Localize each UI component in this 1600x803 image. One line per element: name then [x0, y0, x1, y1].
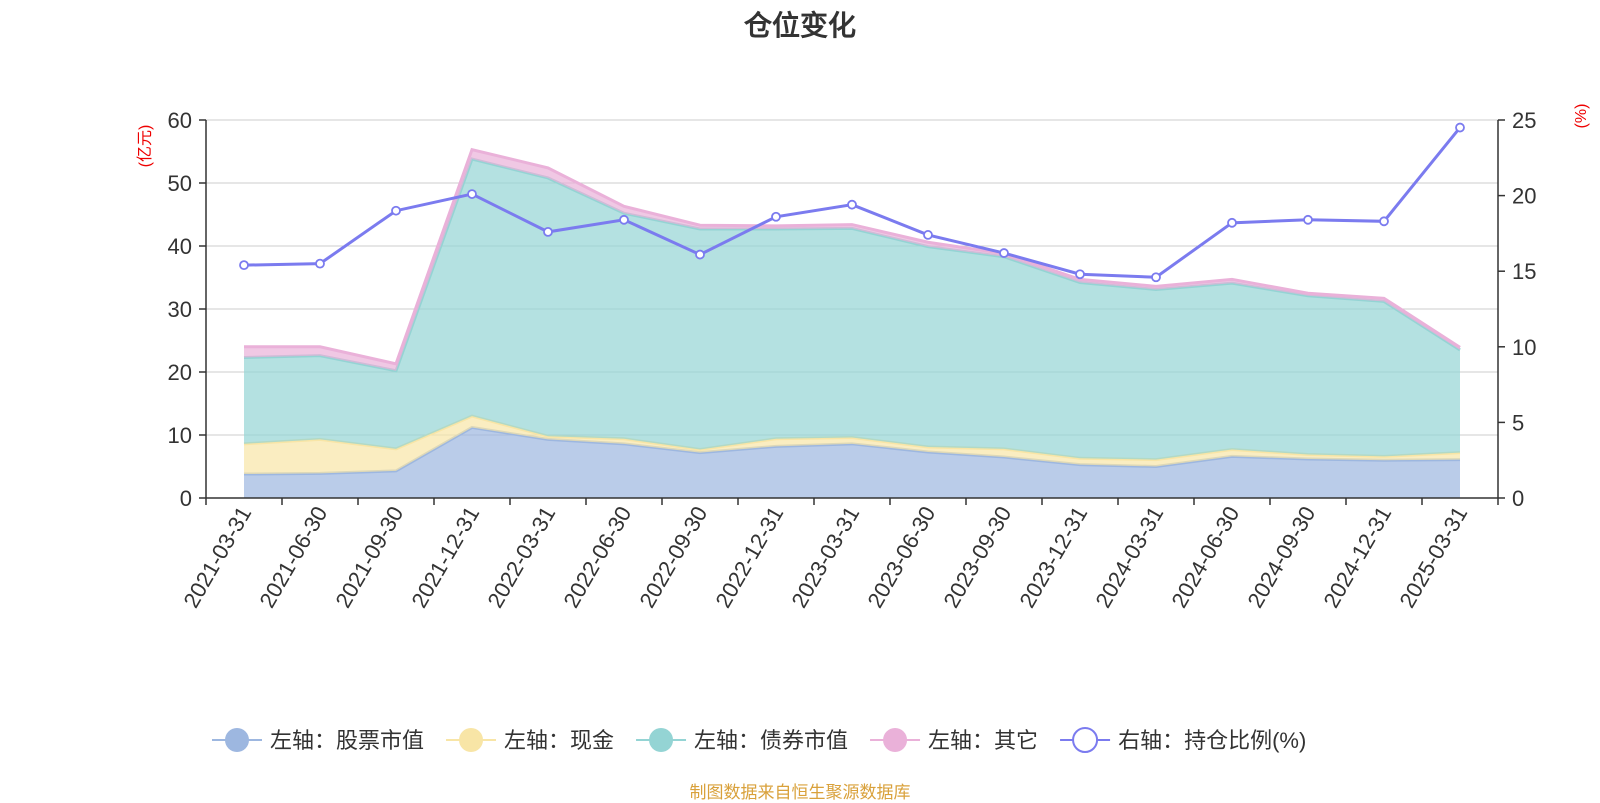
right-tick-label: 10 [1512, 335, 1536, 360]
right-tick-label: 0 [1512, 486, 1524, 511]
legend-marker-circle [1072, 727, 1099, 753]
data-point [1455, 122, 1465, 133]
legend-label: 右轴：持仓比例(%) [1118, 728, 1306, 753]
x-tick-label: 2025-03-31 [1394, 502, 1472, 612]
right-tick-label: 15 [1512, 259, 1536, 284]
data-point [847, 199, 857, 210]
data-point [1303, 214, 1313, 225]
data-point [619, 214, 629, 225]
x-tick-label: 2021-09-30 [330, 502, 408, 612]
x-tick-label: 2022-09-30 [634, 502, 712, 612]
right-tick-label: 25 [1512, 108, 1536, 133]
legend-marker-circle [883, 728, 908, 752]
x-tick-label: 2024-03-31 [1090, 502, 1168, 612]
data-point [1379, 216, 1389, 227]
data-point [1075, 269, 1085, 280]
legend[interactable]: 左轴：股票市值 左轴：现金 左轴：债券市值 左轴：其它 右轴：持仓比例(%) [212, 727, 1306, 753]
left-tick-label: 20 [168, 360, 192, 385]
legend-label: 左轴：股票市值 [270, 728, 424, 753]
data-point [771, 211, 781, 222]
data-point [391, 205, 401, 216]
data-point [695, 249, 705, 260]
legend-item[interactable]: 左轴：其它 [870, 728, 1038, 753]
left-tick-label: 50 [168, 171, 192, 196]
x-tick-label: 2024-09-30 [1242, 502, 1320, 612]
x-tick-label: 2024-06-30 [1166, 502, 1244, 612]
data-point [315, 258, 325, 269]
left-tick-label: 30 [168, 297, 192, 322]
data-point [467, 189, 477, 199]
area-edge-左轴：其它 [244, 147, 1461, 366]
data-point [923, 230, 933, 240]
x-tick-label: 2021-03-31 [178, 502, 256, 612]
x-tick-label: 2024-12-31 [1318, 502, 1396, 612]
x-tick-label: 2023-12-31 [1014, 502, 1092, 612]
legend-item[interactable]: 右轴：持仓比例(%) [1060, 727, 1306, 753]
area-左轴：股票市值 [244, 427, 1460, 498]
data-point [1151, 272, 1161, 283]
x-tick-label: 2023-06-30 [862, 502, 940, 612]
legend-marker-circle [459, 728, 484, 752]
legend-item[interactable]: 左轴：现金 [446, 728, 614, 753]
legend-label: 左轴：现金 [504, 728, 614, 753]
left-tick-label: 10 [168, 423, 192, 448]
legend-marker-circle [649, 728, 674, 752]
x-tick-label: 2021-06-30 [254, 502, 332, 612]
chart-title: 仓位变化 [743, 10, 856, 41]
data-point [1227, 217, 1237, 228]
left-tick-label: 60 [168, 108, 192, 133]
data-point [543, 226, 553, 237]
x-tick-label: 2021-12-31 [406, 502, 484, 612]
line-series-group [239, 122, 1465, 283]
legend-label: 左轴：债券市值 [694, 728, 848, 753]
left-tick-label: 0 [180, 486, 192, 511]
x-tick-label: 2022-06-30 [558, 502, 636, 612]
right-tick-label: 20 [1512, 184, 1536, 209]
data-source-note: 制图数据来自恒生聚源数据库 [689, 783, 911, 802]
legend-marker-circle [225, 728, 249, 752]
right-axis-label: (%) [1573, 104, 1590, 129]
x-tick-label: 2023-03-31 [786, 502, 864, 612]
x-tick-label: 2023-09-30 [938, 502, 1016, 612]
legend-item[interactable]: 左轴：股票市值 [212, 728, 424, 753]
x-tick-label: 2022-03-31 [482, 502, 560, 612]
data-point [239, 260, 249, 271]
left-axis-label: (亿元) [136, 125, 154, 168]
data-point [999, 248, 1009, 258]
legend-item[interactable]: 左轴：债券市值 [636, 728, 848, 753]
right-tick-label: 5 [1512, 410, 1524, 435]
x-tick-label: 2022-12-31 [710, 502, 788, 612]
left-tick-label: 40 [168, 234, 192, 259]
legend-label: 左轴：其它 [928, 728, 1038, 753]
